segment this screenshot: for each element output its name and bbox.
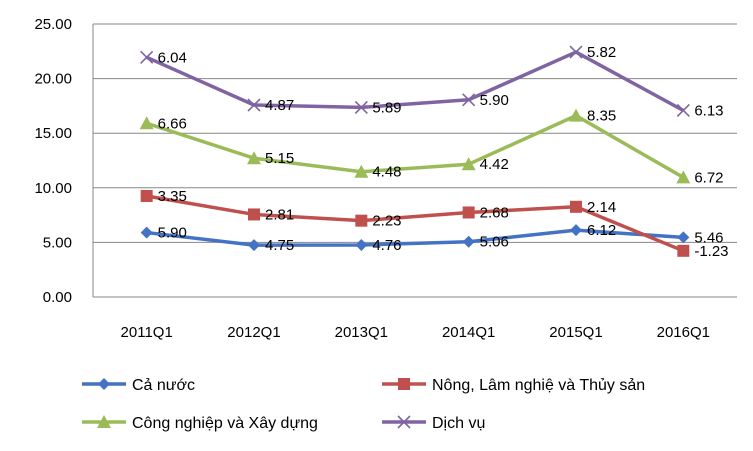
x-tick-label: 2012Q1 bbox=[227, 324, 280, 341]
data-point bbox=[398, 378, 410, 390]
legend-label: Nông, Lâm nghiệ và Thủy sản bbox=[432, 377, 645, 394]
data-label: 5.06 bbox=[480, 234, 509, 251]
legend: Cả nước Nông, Lâm nghiệ và Thủy sản Công n… bbox=[82, 377, 645, 432]
data-point bbox=[140, 226, 153, 239]
series-line bbox=[145, 50, 685, 113]
data-label: 4.42 bbox=[480, 156, 509, 173]
series-line bbox=[146, 194, 684, 253]
x-tick-label: 2014Q1 bbox=[442, 324, 495, 341]
legend-label: Dịch vụ bbox=[432, 415, 485, 432]
y-tick-label: 15.00 bbox=[34, 125, 72, 142]
data-label: 5.82 bbox=[587, 44, 616, 61]
y-tick-label: 10.00 bbox=[34, 180, 72, 197]
data-label: 4.76 bbox=[372, 237, 401, 254]
series-2: 6.66 5.15 4.48 4.42 8.35 6.72 bbox=[139, 108, 724, 186]
series-3: 6.04 4.87 5.89 5.90 5.82 6.13 bbox=[140, 44, 724, 119]
legend-label: Cả nước bbox=[132, 377, 195, 394]
data-label: 2.14 bbox=[587, 199, 616, 216]
gridlines bbox=[93, 23, 737, 298]
data-point bbox=[569, 108, 583, 122]
data-point bbox=[247, 98, 261, 112]
data-point bbox=[676, 170, 691, 184]
data-point bbox=[248, 239, 260, 252]
data-point bbox=[98, 378, 110, 390]
data-label: 6.13 bbox=[694, 102, 723, 119]
x-tick-label: 2011Q1 bbox=[121, 324, 173, 341]
y-tick-label: 20.00 bbox=[34, 71, 72, 88]
data-point bbox=[247, 151, 261, 165]
y-tick-label: 0.00 bbox=[43, 289, 72, 306]
x-axis: 2011Q1 2012Q1 2013Q1 2014Q1 2015Q1 2016Q1 bbox=[121, 324, 710, 341]
data-point bbox=[97, 415, 111, 428]
data-label: -1.23 bbox=[694, 243, 728, 260]
data-label: 6.12 bbox=[587, 222, 616, 239]
data-point bbox=[140, 189, 153, 202]
data-label: 6.04 bbox=[158, 49, 187, 66]
legend-item: Dịch vụ bbox=[382, 415, 485, 432]
x-tick-label: 2016Q1 bbox=[657, 324, 710, 341]
data-label: 5.15 bbox=[265, 150, 294, 167]
data-point bbox=[248, 208, 260, 221]
x-tick-label: 2015Q1 bbox=[549, 324, 602, 341]
data-label: 4.48 bbox=[372, 164, 401, 181]
data-label: 2.23 bbox=[372, 213, 401, 230]
data-point bbox=[355, 214, 368, 227]
y-tick-label: 5.00 bbox=[43, 234, 72, 251]
series-0: 5.90 4.75 4.76 5.06 6.12 5.46 bbox=[140, 222, 724, 254]
data-point bbox=[462, 93, 476, 107]
data-point bbox=[570, 224, 582, 237]
data-label: 6.72 bbox=[694, 169, 723, 186]
data-label: 5.90 bbox=[480, 92, 509, 109]
data-point bbox=[677, 231, 690, 244]
data-point bbox=[677, 244, 690, 257]
series-1: 3.35 2.81 2.23 2.68 2.14 -1.23 bbox=[140, 188, 729, 260]
legend-item: Nông, Lâm nghiệ và Thủy sản bbox=[382, 377, 645, 394]
legend-item: Công nghiệp và Xây dựng bbox=[82, 415, 318, 432]
x-tick-label: 2013Q1 bbox=[335, 324, 388, 341]
data-point bbox=[676, 103, 690, 118]
legend-label: Công nghiệp và Xây dựng bbox=[132, 415, 318, 432]
series-line bbox=[146, 113, 685, 179]
data-point bbox=[139, 116, 154, 130]
data-point bbox=[569, 45, 583, 59]
data-point bbox=[355, 239, 368, 252]
y-tick-label: 25.00 bbox=[34, 16, 72, 33]
legend-item: Cả nước bbox=[82, 377, 195, 394]
data-label: 4.75 bbox=[265, 237, 294, 254]
data-point bbox=[570, 200, 582, 213]
data-point bbox=[140, 50, 154, 64]
data-point bbox=[354, 100, 368, 114]
series-group: 5.90 4.75 4.76 5.06 6.12 5.46 3.35 2.81 2.23 2.68… bbox=[139, 44, 729, 260]
data-point bbox=[354, 164, 369, 178]
data-point bbox=[461, 157, 476, 171]
data-label: 5.89 bbox=[372, 99, 401, 116]
data-label: 2.81 bbox=[265, 206, 294, 223]
series-line bbox=[146, 228, 684, 247]
data-label: 5.46 bbox=[694, 229, 723, 246]
data-label: 4.87 bbox=[265, 97, 294, 114]
data-label: 5.90 bbox=[158, 225, 187, 242]
y-axis: 0.00 5.00 10.00 15.00 20.00 25.00 bbox=[34, 16, 94, 306]
data-point bbox=[397, 415, 411, 429]
data-point bbox=[462, 206, 475, 219]
data-label: 3.35 bbox=[158, 188, 187, 205]
data-label: 6.66 bbox=[158, 115, 187, 132]
data-label: 8.35 bbox=[587, 108, 616, 125]
data-point bbox=[462, 235, 475, 248]
data-label: 2.68 bbox=[480, 204, 509, 221]
